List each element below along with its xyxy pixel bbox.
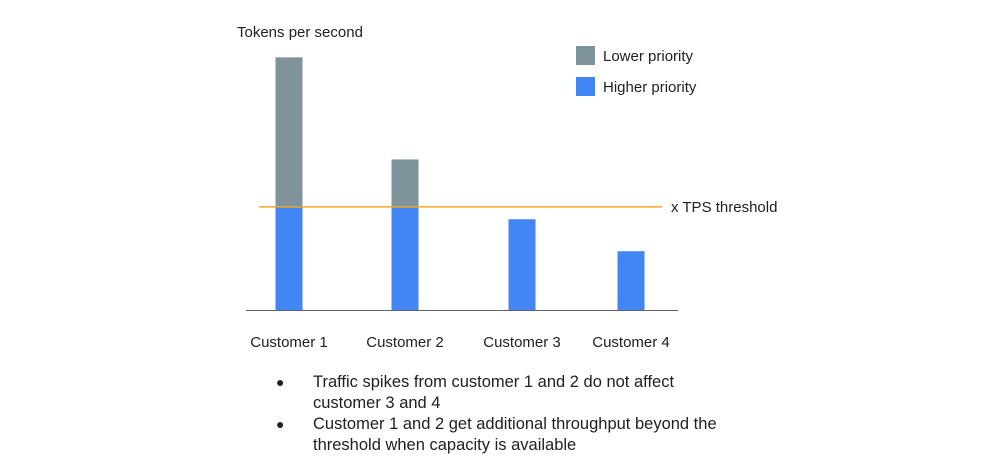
legend-label: Lower priority — [603, 48, 694, 65]
x-tick-label: Customer 4 — [592, 334, 670, 351]
note-item: ● Traffic spikes from customer 1 and 2 d… — [276, 372, 733, 414]
bullet-icon: ● — [276, 374, 285, 390]
notes-list: ● Traffic spikes from customer 1 and 2 d… — [276, 372, 733, 456]
bars — [275, 57, 645, 310]
x-tick-label: Customer 3 — [483, 334, 561, 351]
bar-higher-priority — [508, 219, 536, 310]
y-axis-label: Tokens per second — [237, 24, 363, 41]
bar-higher-priority — [617, 251, 645, 310]
threshold-label: x TPS threshold — [671, 199, 777, 216]
bullet-icon: ● — [276, 416, 285, 432]
legend-swatch — [576, 46, 595, 65]
x-tick-labels: Customer 1 Customer 2 Customer 3 Customer 4 — [250, 334, 670, 351]
note-item: ● Customer 1 and 2 get additional throug… — [276, 414, 733, 456]
legend-swatch — [576, 77, 595, 96]
legend-label: Higher priority — [603, 79, 697, 96]
note-text: Traffic spikes from customer 1 and 2 do … — [313, 373, 675, 412]
bar-higher-priority — [391, 206, 419, 310]
bar-lower-priority — [391, 159, 419, 207]
bar-higher-priority — [275, 206, 303, 310]
bar-lower-priority — [275, 57, 303, 207]
legend: Lower priority Higher priority — [576, 46, 697, 96]
note-text: Customer 1 and 2 get additional throughp… — [313, 415, 717, 454]
x-tick-label: Customer 2 — [366, 334, 444, 351]
x-tick-label: Customer 1 — [250, 334, 328, 351]
chart: Tokens per second x TPS threshold Custom… — [237, 24, 777, 351]
